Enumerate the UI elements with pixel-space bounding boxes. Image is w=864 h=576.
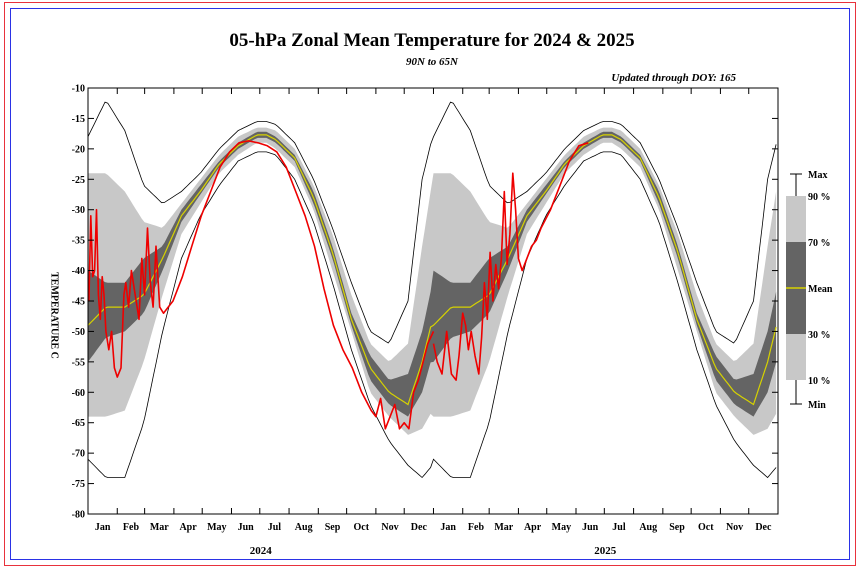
y-tick-label: -70 (72, 449, 85, 460)
updated-note: Updated through DOY: 165 (611, 72, 736, 84)
inner-frame (10, 8, 850, 560)
month-label: May (552, 522, 571, 533)
y-tick-label: -50 (72, 327, 85, 338)
month-label: Jul (612, 522, 626, 533)
month-label: Oct (698, 522, 714, 533)
max-line (87, 101, 777, 344)
y-tick-label: -30 (72, 205, 85, 216)
month-label: Jun (238, 522, 255, 533)
series-2024 (88, 140, 435, 430)
month-label: Dec (755, 522, 772, 533)
month-label: Sep (325, 522, 341, 533)
legend-label: 90 % (808, 192, 831, 203)
y-tick-label: -65 (72, 418, 85, 429)
month-label: Aug (639, 522, 657, 533)
y-tick-label: -80 (72, 510, 85, 521)
y-tick-label: -10 (72, 84, 85, 95)
month-label: Sep (669, 522, 685, 533)
month-label: Feb (123, 522, 140, 533)
y-tick-label: -75 (72, 479, 85, 490)
legend-band-10-30 (786, 334, 806, 380)
y-tick-label: -55 (72, 357, 85, 368)
y-tick-label: -40 (72, 266, 85, 277)
outer-frame (4, 2, 856, 566)
y-tick-label: -20 (72, 144, 85, 155)
y-tick-label: -35 (72, 236, 85, 247)
month-label: Aug (295, 522, 313, 533)
month-label: Mar (150, 522, 169, 533)
series-2025 (432, 142, 589, 381)
year-label: 2024 (250, 545, 273, 557)
month-label: Apr (524, 522, 542, 533)
legend-label: 70 % (808, 238, 831, 249)
legend-label: 30 % (808, 330, 831, 341)
y-tick-label: -45 (72, 297, 85, 308)
month-label: Dec (411, 522, 428, 533)
legend-label: 10 % (808, 376, 831, 387)
band-30-70 (88, 131, 777, 417)
month-label: Jan (440, 522, 456, 533)
y-tick-label: -60 (72, 388, 85, 399)
legend-label: Mean (808, 284, 833, 295)
month-label: May (207, 522, 226, 533)
month-label: Feb (468, 522, 485, 533)
chart-title: 05-hPa Zonal Mean Temperature for 2024 &… (229, 30, 635, 51)
legend-label: Max (808, 170, 827, 181)
legend-label: Min (808, 400, 826, 411)
year-label: 2025 (594, 545, 617, 557)
mean-line (87, 134, 777, 406)
month-label: Oct (353, 522, 369, 533)
chart-subtitle: 90N to 65N (406, 56, 458, 68)
y-tick-label: -25 (72, 175, 85, 186)
month-label: Jul (268, 522, 282, 533)
month-label: Apr (179, 522, 197, 533)
y-tick-label: -15 (72, 114, 85, 125)
month-label: Nov (726, 522, 743, 533)
legend-band-70-90 (786, 196, 806, 242)
month-label: Nov (381, 522, 398, 533)
month-label: Mar (494, 522, 513, 533)
month-label: Jun (582, 522, 599, 533)
month-label: Jan (95, 522, 111, 533)
